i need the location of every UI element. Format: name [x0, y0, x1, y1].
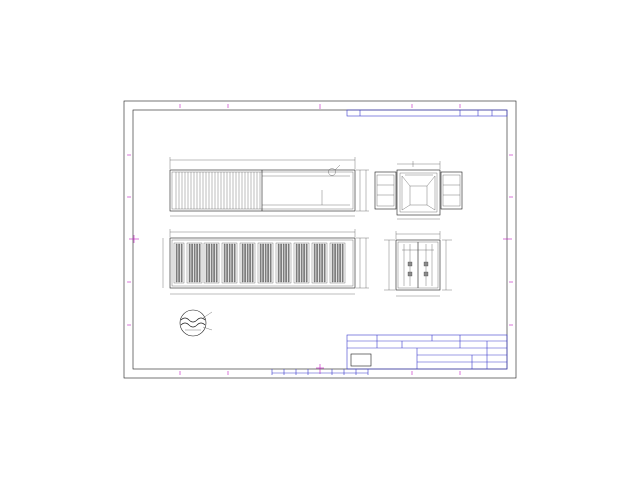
corrugation-shading — [331, 243, 334, 283]
corrugation-shading — [282, 243, 285, 283]
zone-marks — [127, 104, 513, 375]
corrugation-shading — [277, 243, 280, 283]
corrugation-shading — [198, 243, 201, 283]
wall-panel — [257, 242, 274, 284]
corrugation-shading — [205, 243, 208, 283]
corrugation-shading — [334, 243, 336, 283]
corrugation-shading — [305, 243, 308, 283]
corrugation-shading — [231, 243, 233, 283]
corrugation-shading — [213, 243, 215, 283]
end-view-doors-open — [374, 161, 463, 220]
top-revision-strip — [346, 109, 508, 117]
corrugation-shading — [262, 243, 264, 283]
corrugation-shading — [178, 243, 180, 283]
wall-panel — [275, 242, 292, 284]
corrugation-shading — [339, 243, 341, 283]
wall-panel — [329, 242, 346, 284]
corrugation-shading — [210, 243, 213, 283]
corrugation-shading — [303, 243, 305, 283]
corrugation-shading — [285, 243, 287, 283]
wall-panel — [203, 242, 220, 284]
title-block — [346, 334, 508, 370]
corrugation-shading — [316, 243, 318, 283]
corrugation-shading — [300, 243, 303, 283]
corrugation-shading — [249, 243, 251, 283]
corrugation-shading — [196, 243, 198, 283]
corrugation-shading — [341, 243, 344, 283]
corrugation-shading — [215, 243, 218, 283]
corrugation-shading — [180, 243, 183, 283]
v2-corrugated-panels — [173, 242, 346, 284]
wall-panel — [311, 242, 328, 284]
wall-panel — [293, 242, 310, 284]
end-view-doors-closed — [384, 231, 452, 297]
wall-panel — [221, 242, 238, 284]
corrugation-shading — [336, 243, 339, 283]
corrugation-shading — [193, 243, 196, 283]
corrugation-shading — [318, 243, 321, 283]
corrugation-shading — [233, 243, 236, 283]
corrugation-shading — [267, 243, 269, 283]
side-elevation-open-panels — [169, 157, 369, 217]
corrugation-shading — [298, 243, 300, 283]
corrugation-detail-circle — [179, 309, 213, 337]
corrugation-shading — [287, 243, 290, 283]
outer-border — [123, 100, 517, 379]
corrugation-shading — [175, 243, 178, 283]
sheet-frame — [123, 100, 517, 379]
corrugation-shading — [246, 243, 249, 283]
corrugation-shading — [251, 243, 254, 283]
v1-corrugation-ribs — [175, 172, 261, 209]
corrugation-shading — [280, 243, 282, 283]
wall-panel — [239, 242, 256, 284]
corrugation-shading — [244, 243, 246, 283]
corrugation-shading — [191, 243, 193, 283]
corrugation-shading — [323, 243, 326, 283]
logo-box — [350, 353, 372, 367]
wall-panel — [186, 242, 203, 284]
corrugation-shading — [269, 243, 272, 283]
scale-ruler — [271, 369, 369, 375]
corrugation-shading — [321, 243, 323, 283]
corrugation-shading — [223, 243, 226, 283]
wall-panel — [173, 242, 185, 284]
corrugation-shading — [226, 243, 228, 283]
corrugation-shading — [313, 243, 316, 283]
corrugation-shading — [295, 243, 298, 283]
corrugation-shading — [188, 243, 191, 283]
corrugation-shading — [228, 243, 231, 283]
corrugation-shading — [241, 243, 244, 283]
side-elevation-corrugated — [162, 229, 369, 295]
corrugation-shading — [208, 243, 210, 283]
corrugation-shading — [264, 243, 267, 283]
corrugation-shading — [259, 243, 262, 283]
